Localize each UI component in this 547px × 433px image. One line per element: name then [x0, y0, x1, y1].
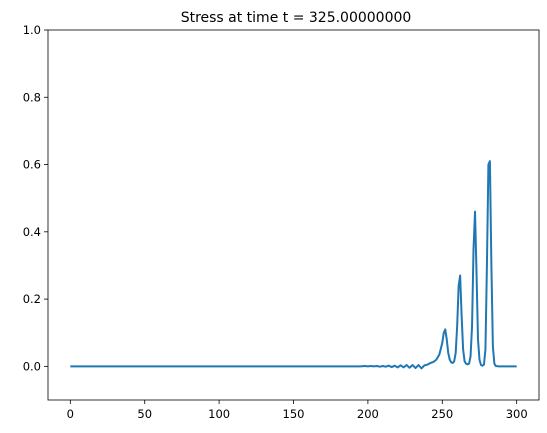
x-tick-label: 250: [431, 407, 453, 421]
y-tick-label: 1.0: [23, 23, 41, 37]
stress-series-line: [70, 160, 517, 370]
y-tick-label: 0.4: [23, 225, 41, 239]
x-tick-label: 100: [208, 407, 230, 421]
plot-area: 0 50 100 150 200 250 300 0.0 0.2 0.4 0.6 0.8 1.0: [23, 23, 540, 421]
x-tick-label: 300: [506, 407, 528, 421]
x-tick-label: 50: [137, 407, 152, 421]
y-tick-label: 0.2: [23, 292, 41, 306]
chart-title: Stress at time t = 325.00000000: [181, 10, 412, 26]
x-tick-label: 200: [357, 407, 379, 421]
axes-frame: [47, 29, 540, 401]
x-axis: 0 50 100 150 200 250 300: [67, 400, 528, 421]
y-tick-label: 0.6: [23, 158, 41, 172]
y-tick-label: 0.8: [23, 90, 41, 104]
y-axis: 0.0 0.2 0.4 0.6 0.8 1.0: [23, 23, 48, 373]
y-tick-label: 0.0: [23, 359, 41, 373]
x-tick-label: 150: [283, 407, 305, 421]
x-tick-label: 0: [67, 407, 74, 421]
